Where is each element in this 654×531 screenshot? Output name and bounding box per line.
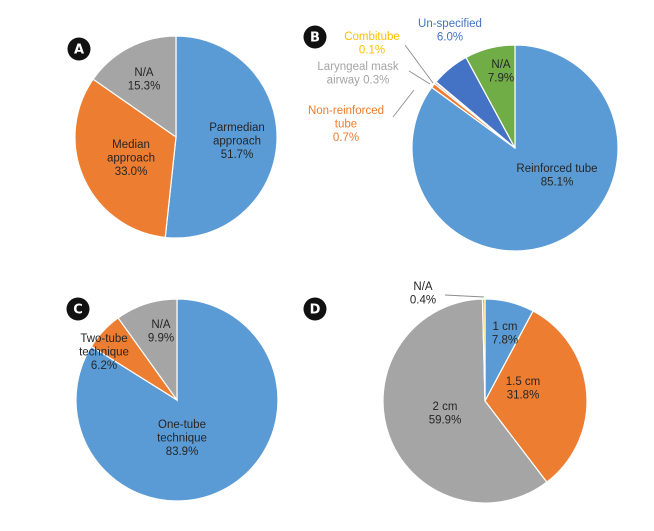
pie-d-label-1-cm: 1 cm 7.8%: [492, 321, 518, 347]
pie-d-leader-n-a: [444, 294, 485, 298]
panel-badge-d: D: [303, 297, 327, 321]
pie-b-leader-combitube: [404, 44, 434, 84]
pie-a-label-median-approach: Median approach 33.0%: [107, 139, 155, 178]
pie-c-label-n-a: N/A 9.9%: [148, 319, 174, 345]
panel-badge-letter-b: B: [310, 31, 320, 46]
panel-badge-b: B: [303, 25, 327, 49]
pie-c-slice-n-a: [117, 298, 178, 402]
pie-c-label-one-tube-technique: One-tube technique 83.9%: [157, 419, 207, 458]
pie-d-label-n-a: N/A 0.4%: [410, 281, 436, 307]
pie-b-leader-laryngeal-mask-airway-0-3: [408, 70, 431, 85]
panel-badge-letter-a: A: [74, 43, 84, 58]
pie-d-slice-1-5-cm: [484, 310, 588, 483]
pie-panel-b: Reinforced tube 85.1% Non-reinforced tube 0.…: [303, 18, 619, 252]
panel-badge-a: A: [67, 37, 91, 61]
pie-panel-d: 1 cm 7.8% 1.5 cm 31.8% 2 cm 59.9% N/A 0.4% D: [303, 281, 588, 504]
pie-b-leader-non-reinforced-tube: [392, 89, 415, 118]
panel-badge-letter-c: C: [73, 303, 83, 318]
pie-b-label-non-reinforced-tube: Non-reinforced tube 0.7%: [308, 105, 384, 144]
pie-b-label-n-a: N/A 7.9%: [488, 59, 514, 85]
pie-b-label-un-specified: Un-specified 6.0%: [418, 18, 482, 44]
pie-b-label-combitube: Combitube 0.1%: [344, 31, 400, 57]
pie-d-label-1-5-cm: 1.5 cm 31.8%: [506, 376, 541, 402]
pie-b-slice-n-a: [465, 44, 516, 149]
pie-a-slice-parmedian-approach: [164, 35, 278, 239]
pie-a-label-parmedian-approach: Parmedian approach 51.7%: [209, 122, 265, 161]
pie-panel-c: One-tube technique 83.9% Two-tube technique 6…: [66, 297, 279, 502]
panel-badge-letter-d: D: [310, 303, 321, 318]
pie-c-label-two-tube-technique: Two-tube technique 6.2%: [79, 333, 129, 372]
pie-d-slice-n-a: [481, 298, 486, 402]
panel-badge-c: C: [66, 297, 90, 321]
pie-d-slice-2-cm: [382, 298, 548, 504]
pie-a-label-n-a: N/A 15.3%: [128, 67, 161, 93]
pie-panel-a: Parmedian approach 51.7% Median approach 33.0…: [67, 35, 278, 239]
pie-d-label-2-cm: 2 cm 59.9%: [429, 401, 462, 427]
pie-b-label-reinforced-tube: Reinforced tube 85.1%: [516, 163, 597, 189]
pie-a-slice-median-approach: [74, 78, 177, 239]
pie-a-slice-n-a: [92, 35, 177, 139]
pie-b-label-laryngeal-mask-airway-0-3: Laryngeal mask airway 0.3%: [317, 61, 398, 87]
